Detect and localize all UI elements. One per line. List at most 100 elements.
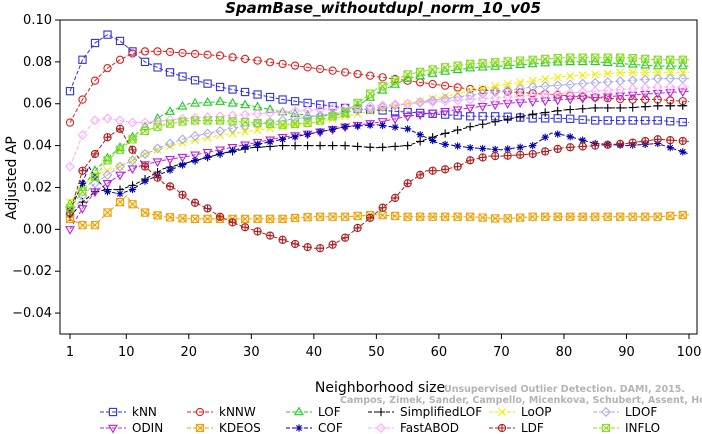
data-point-inflo: [491, 58, 500, 67]
data-point-knn: [128, 47, 137, 56]
data-point-fastabod: [315, 104, 326, 115]
data-point-inflo: [503, 57, 512, 66]
data-point-knn: [378, 106, 387, 115]
data-point-knn: [641, 116, 650, 125]
data-point-fastabod: [202, 112, 213, 123]
axes: 1 10 20 30 40 50 60 70 80 90 100 −0.04 −0.02 0.00 0.02…: [12, 13, 701, 360]
data-point-kdeos: [178, 214, 187, 223]
data-point-simplifiedlof: [290, 141, 300, 150]
data-point-odin: [415, 111, 426, 121]
data-point-kdeos: [616, 212, 625, 221]
data-point-cof: [228, 147, 237, 155]
data-point-fastabod: [427, 97, 438, 108]
data-point-fastabod: [390, 99, 401, 110]
legend-label-knn: kNN: [132, 405, 157, 419]
data-point-kdeos: [591, 212, 600, 221]
data-point-knnw: [78, 95, 87, 104]
data-point-loop: [278, 122, 287, 131]
plot-frame: [59, 19, 698, 335]
data-point-lof: [240, 99, 251, 109]
data-point-ldf: [265, 231, 275, 240]
x-tick-label: 20: [181, 345, 198, 360]
data-point-knn: [653, 116, 662, 125]
data-point-cof: [504, 145, 512, 153]
data-point-simplifiedlof: [453, 126, 462, 135]
data-point-knnw: [378, 73, 387, 82]
x-axis-label: Neighborhood size: [315, 380, 445, 396]
data-point-ldf: [591, 141, 600, 150]
data-point-odin: [677, 88, 688, 98]
data-point-cof: [241, 143, 249, 151]
data-point-knn: [453, 111, 462, 120]
data-point-fastabod: [65, 161, 75, 172]
legend-item-ldof: LDOF: [593, 405, 657, 419]
data-point-inflo: [415, 67, 425, 77]
legend-item-odin: ODIN: [100, 421, 163, 434]
data-point-ldf: [453, 162, 462, 171]
data-point-cof: [541, 133, 549, 141]
data-point-ldf: [203, 204, 212, 213]
data-point-fastabod: [477, 93, 488, 104]
data-point-inflo: [78, 187, 87, 196]
data-point-cof: [441, 140, 449, 148]
series-layer: [65, 30, 690, 253]
legend-item-loop: LoOP: [489, 405, 552, 419]
x-tick-label: 30: [243, 345, 260, 360]
data-point-knn: [78, 55, 87, 64]
series-lof: [65, 56, 689, 208]
data-point-knn: [278, 95, 287, 104]
data-point-ldf: [641, 136, 650, 146]
series-line-fastabod: [69, 86, 689, 167]
data-point-ldof: [440, 93, 451, 104]
legend-marker-cof: [295, 424, 303, 432]
data-point-knn: [478, 112, 487, 121]
data-point-loop: [428, 94, 437, 103]
legend-item-knnw: kNNW: [187, 405, 256, 419]
data-point-lof: [190, 97, 200, 107]
data-point-loop: [516, 78, 525, 87]
data-point-cof: [203, 153, 212, 161]
data-point-cof: [391, 123, 399, 131]
data-point-kdeos: [441, 212, 450, 221]
data-point-knnw: [215, 51, 225, 60]
data-point-inflo: [553, 53, 562, 63]
data-point-inflo: [353, 98, 362, 108]
data-point-lof: [652, 60, 663, 70]
data-point-fastabod: [565, 87, 576, 98]
data-point-inflo: [153, 122, 162, 131]
data-point-ldof: [315, 110, 326, 121]
data-point-simplifiedlof: [391, 142, 400, 151]
data-point-fastabod: [540, 89, 551, 100]
legend-label-cof: COF: [318, 421, 343, 434]
data-point-inflo: [428, 65, 437, 74]
data-point-inflo: [178, 117, 187, 126]
data-point-ldof: [190, 130, 201, 141]
data-point-simplifiedlof: [653, 101, 662, 110]
data-point-inflo: [466, 59, 475, 69]
data-point-lof: [615, 58, 626, 67]
data-point-cof: [366, 121, 374, 129]
data-point-kdeos: [165, 213, 175, 222]
data-point-ldf: [103, 133, 112, 142]
data-point-fastabod: [377, 100, 388, 111]
data-point-kdeos: [78, 220, 87, 230]
watermark-line-2: Campos, Zimek, Sander, Campello, Micenko…: [340, 395, 702, 406]
data-point-ldof: [427, 95, 438, 106]
x-tick-label: 70: [493, 345, 510, 360]
data-point-ldf: [653, 135, 662, 144]
data-point-inflo: [628, 53, 637, 63]
data-point-inflo: [403, 70, 412, 79]
data-point-lof: [640, 59, 651, 69]
data-point-odin: [152, 158, 163, 168]
data-point-fastabod: [290, 106, 301, 117]
data-point-ldof: [90, 178, 100, 189]
data-point-kdeos: [466, 212, 475, 221]
data-point-cof: [429, 136, 437, 145]
legend-item-simplifiedlof: SimplifiedLOF: [368, 405, 482, 419]
series-line-cof: [69, 124, 690, 211]
data-point-loop: [503, 80, 512, 89]
data-point-simplifiedlof: [628, 103, 637, 112]
data-point-ldf: [378, 203, 387, 212]
series-ldf: [65, 124, 690, 253]
